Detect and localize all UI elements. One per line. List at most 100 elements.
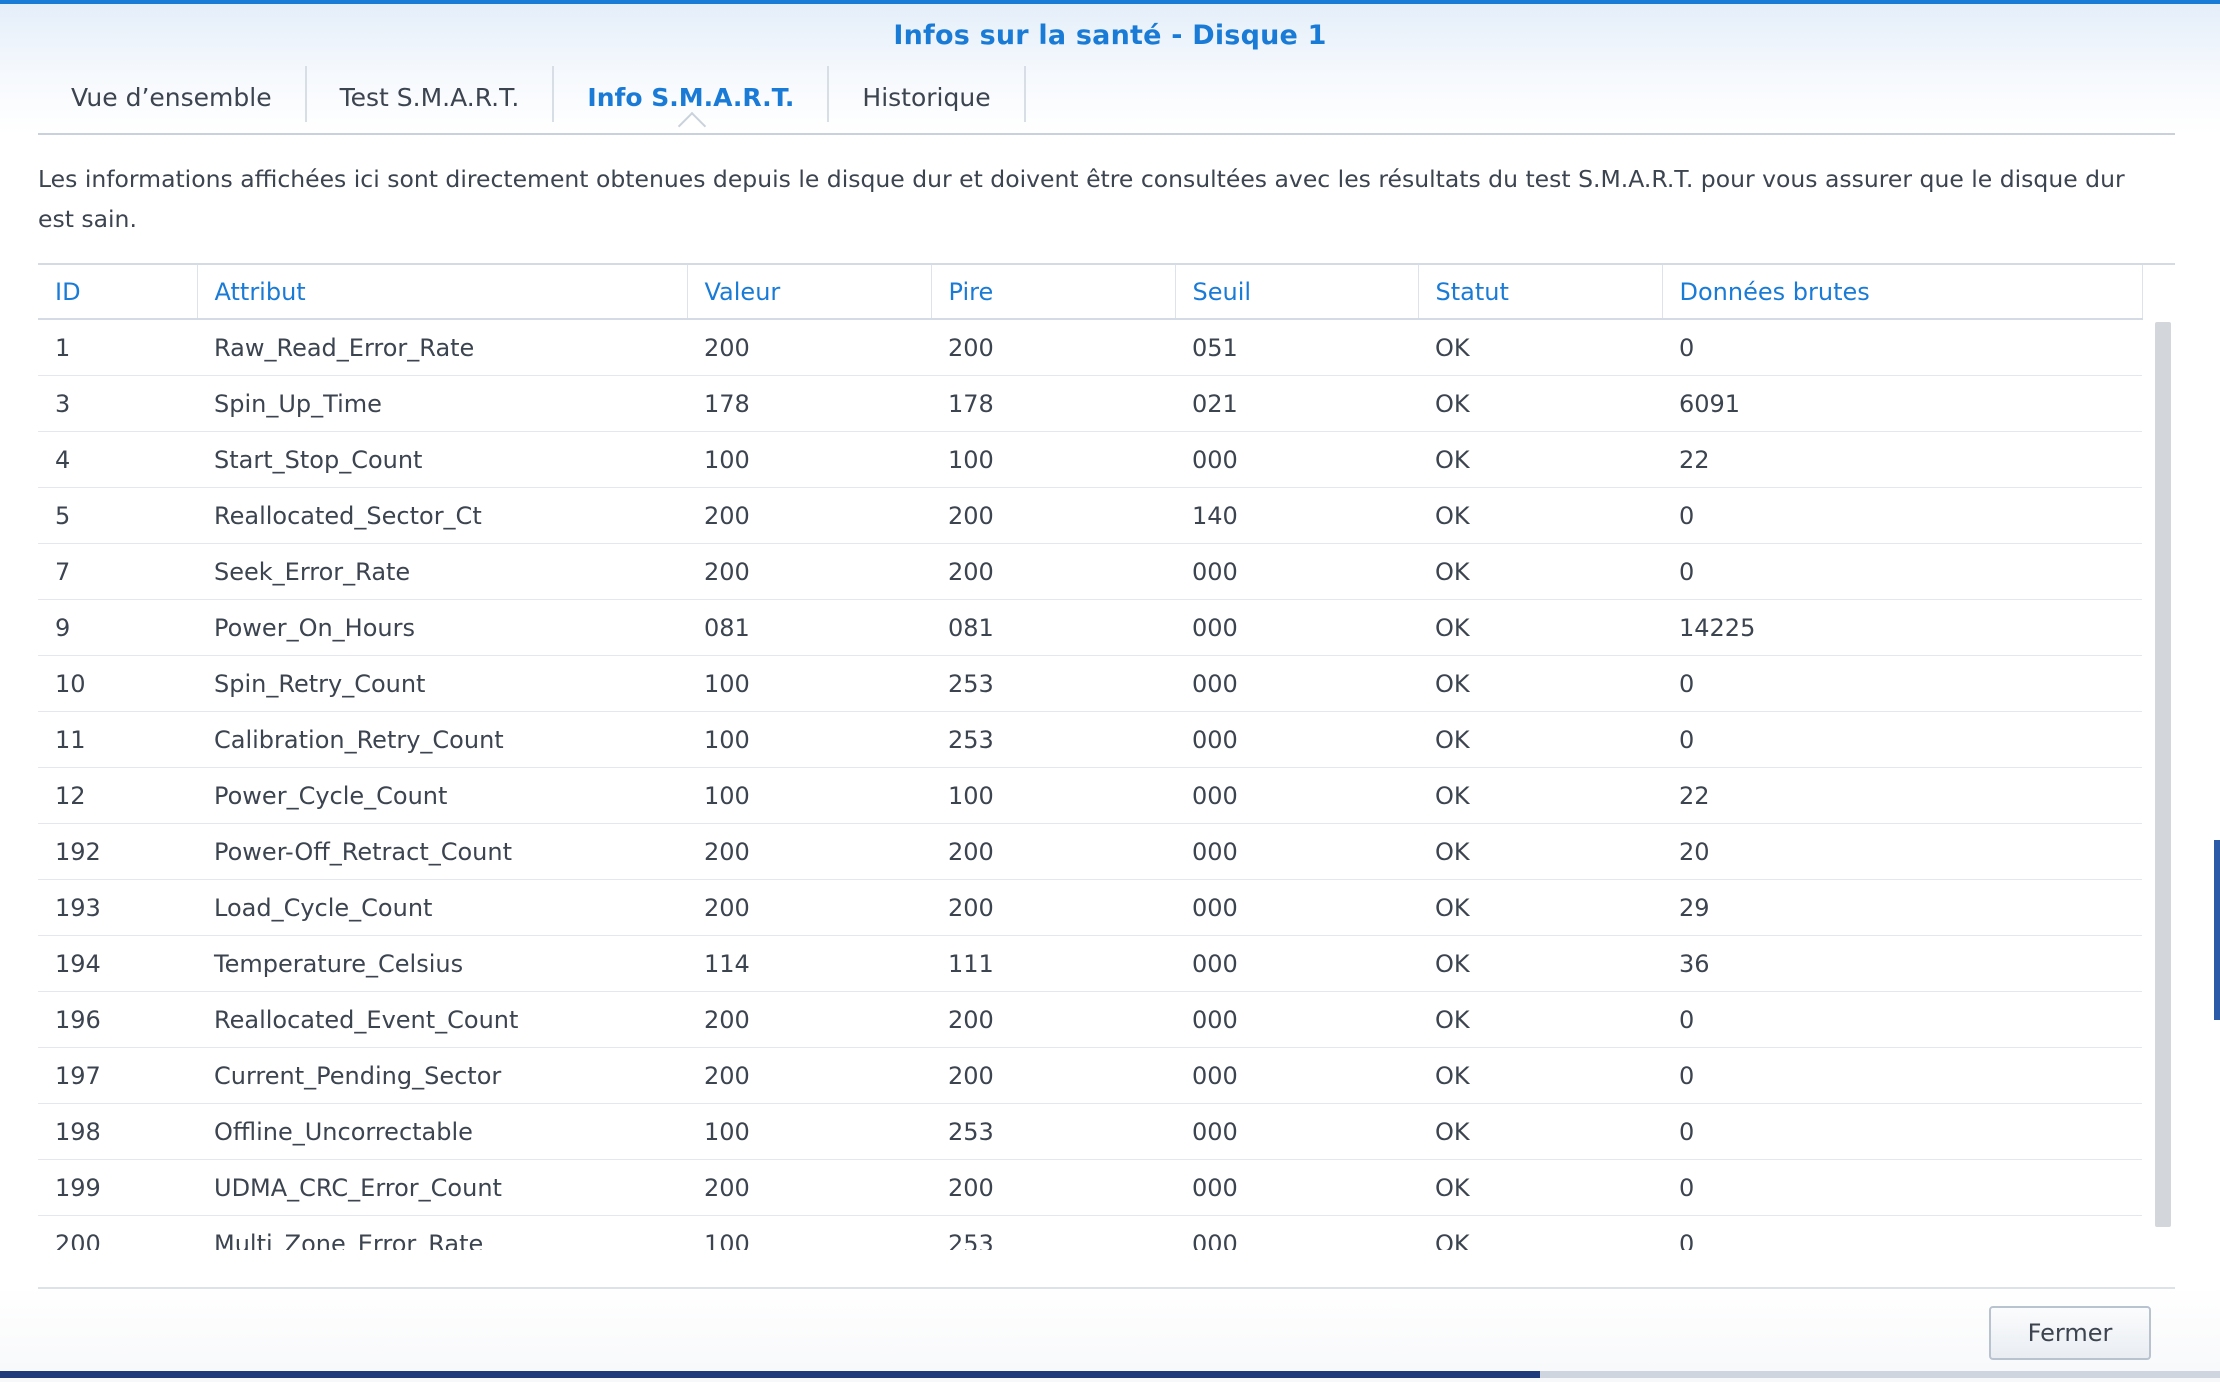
cell-id: 194	[38, 935, 197, 992]
cell-threshold: 000	[1175, 711, 1418, 768]
cell-attribute: Power_On_Hours	[197, 599, 687, 656]
column-header-raw-data[interactable]: Données brutes	[1662, 265, 2143, 320]
cell-status: OK	[1418, 935, 1662, 992]
cell-status: OK	[1418, 1215, 1662, 1250]
table-row[interactable]: 194 Temperature_Celsius 114 111 000 OK 36	[38, 935, 2142, 992]
cell-attribute: Load_Cycle_Count	[197, 879, 687, 936]
cell-attribute: Spin_Up_Time	[197, 375, 687, 432]
table-row[interactable]: 196 Reallocated_Event_Count 200 200 000 OK 0	[38, 991, 2142, 1048]
cell-id: 196	[38, 991, 197, 1048]
table-row[interactable]: 197 Current_Pending_Sector 200 200 000 OK 0	[38, 1047, 2142, 1104]
cell-raw-data: 29	[1662, 879, 2142, 936]
cell-attribute: Current_Pending_Sector	[197, 1047, 687, 1104]
cell-worst: 200	[931, 487, 1175, 544]
cell-raw-data: 22	[1662, 767, 2142, 824]
cell-raw-data: 6091	[1662, 375, 2142, 432]
cell-worst: 200	[931, 991, 1175, 1048]
cell-status: OK	[1418, 319, 1662, 376]
cell-worst: 253	[931, 1215, 1175, 1250]
cell-threshold: 000	[1175, 767, 1418, 824]
cell-status: OK	[1418, 1103, 1662, 1160]
cell-attribute: Multi_Zone_Error_Rate	[197, 1215, 687, 1250]
column-header-id[interactable]: ID	[38, 265, 198, 320]
tab-history[interactable]: Historique	[829, 66, 1026, 122]
smart-attributes-grid[interactable]: ID Attribut Valeur Pire Seuil Statut Don…	[38, 263, 2175, 1250]
footer-divider	[38, 1287, 2175, 1289]
cell-value: 100	[687, 655, 931, 712]
cell-id: 193	[38, 879, 197, 936]
cell-value: 100	[687, 1103, 931, 1160]
cell-status: OK	[1418, 599, 1662, 656]
cell-raw-data: 22	[1662, 431, 2142, 488]
table-row[interactable]: 4 Start_Stop_Count 100 100 000 OK 22	[38, 431, 2142, 488]
cell-raw-data: 0	[1662, 1047, 2142, 1104]
close-button[interactable]: Fermer	[1989, 1306, 2151, 1360]
cell-status: OK	[1418, 1047, 1662, 1104]
cell-id: 199	[38, 1159, 197, 1216]
cell-id: 10	[38, 655, 197, 712]
cell-worst: 100	[931, 431, 1175, 488]
table-row[interactable]: 199 UDMA_CRC_Error_Count 200 200 000 OK 0	[38, 1159, 2142, 1216]
table-header-row: ID Attribut Valeur Pire Seuil Statut Don…	[38, 265, 2143, 320]
table-row[interactable]: 1 Raw_Read_Error_Rate 200 200 051 OK 0	[38, 319, 2142, 376]
cell-id: 198	[38, 1103, 197, 1160]
cell-status: OK	[1418, 655, 1662, 712]
cell-threshold: 000	[1175, 1047, 1418, 1104]
cell-raw-data: 0	[1662, 319, 2142, 376]
table-row[interactable]: 9 Power_On_Hours 081 081 000 OK 14225	[38, 599, 2142, 656]
cell-worst: 081	[931, 599, 1175, 656]
table-row[interactable]: 193 Load_Cycle_Count 200 200 000 OK 29	[38, 879, 2142, 936]
cell-raw-data: 0	[1662, 487, 2142, 544]
tab-smart-test[interactable]: Test S.M.A.R.T.	[307, 66, 555, 122]
taskbar-segment	[1540, 1371, 2220, 1378]
cell-attribute: Temperature_Celsius	[197, 935, 687, 992]
column-header-status[interactable]: Statut	[1418, 265, 1663, 320]
cell-value: 178	[687, 375, 931, 432]
cell-raw-data: 0	[1662, 543, 2142, 600]
cell-worst: 111	[931, 935, 1175, 992]
cell-threshold: 000	[1175, 823, 1418, 880]
cell-id: 4	[38, 431, 197, 488]
table-scrollbar[interactable]	[2155, 322, 2171, 1227]
cell-value: 200	[687, 543, 931, 600]
cell-worst: 253	[931, 1103, 1175, 1160]
description-text: Les informations affichées ici sont dire…	[38, 165, 2125, 233]
cell-raw-data: 0	[1662, 1159, 2142, 1216]
cell-worst: 253	[931, 655, 1175, 712]
tab-overview[interactable]: Vue d’ensemble	[38, 66, 307, 122]
table-row[interactable]: 7 Seek_Error_Rate 200 200 000 OK 0	[38, 543, 2142, 600]
cell-worst: 178	[931, 375, 1175, 432]
cell-threshold: 000	[1175, 1159, 1418, 1216]
table-row[interactable]: 5 Reallocated_Sector_Ct 200 200 140 OK 0	[38, 487, 2142, 544]
cell-status: OK	[1418, 1159, 1662, 1216]
cell-raw-data: 0	[1662, 1103, 2142, 1160]
cell-status: OK	[1418, 711, 1662, 768]
cell-attribute: Seek_Error_Rate	[197, 543, 687, 600]
column-header-threshold[interactable]: Seuil	[1175, 265, 1419, 320]
column-header-value[interactable]: Valeur	[687, 265, 932, 320]
column-header-worst[interactable]: Pire	[931, 265, 1176, 320]
cell-status: OK	[1418, 431, 1662, 488]
table-row[interactable]: 192 Power-Off_Retract_Count 200 200 000 OK 20	[38, 823, 2142, 880]
cell-id: 3	[38, 375, 197, 432]
cell-value: 200	[687, 487, 931, 544]
cell-attribute: Power_Cycle_Count	[197, 767, 687, 824]
table-row[interactable]: 200 Multi_Zone_Error_Rate 100 253 000 OK 0	[38, 1215, 2142, 1250]
cell-id: 7	[38, 543, 197, 600]
table-row[interactable]: 198 Offline_Uncorrectable 100 253 000 OK 0	[38, 1103, 2142, 1160]
table-row[interactable]: 3 Spin_Up_Time 178 178 021 OK 6091	[38, 375, 2142, 432]
table-row[interactable]: 12 Power_Cycle_Count 100 100 000 OK 22	[38, 767, 2142, 824]
cell-raw-data: 36	[1662, 935, 2142, 992]
tab-smart-info[interactable]: Info S.M.A.R.T.	[554, 66, 830, 122]
table-row[interactable]: 10 Spin_Retry_Count 100 253 000 OK 0	[38, 655, 2142, 712]
table-row[interactable]: 11 Calibration_Retry_Count 100 253 000 OK 0	[38, 711, 2142, 768]
column-header-attribute[interactable]: Attribut	[197, 265, 688, 320]
cell-value: 100	[687, 767, 931, 824]
cell-threshold: 051	[1175, 319, 1418, 376]
cell-value: 200	[687, 991, 931, 1048]
cell-value: 200	[687, 1047, 931, 1104]
smart-attributes-table: ID Attribut Valeur Pire Seuil Statut Don…	[38, 265, 2143, 1250]
cell-worst: 253	[931, 711, 1175, 768]
cell-value: 100	[687, 711, 931, 768]
cell-status: OK	[1418, 767, 1662, 824]
